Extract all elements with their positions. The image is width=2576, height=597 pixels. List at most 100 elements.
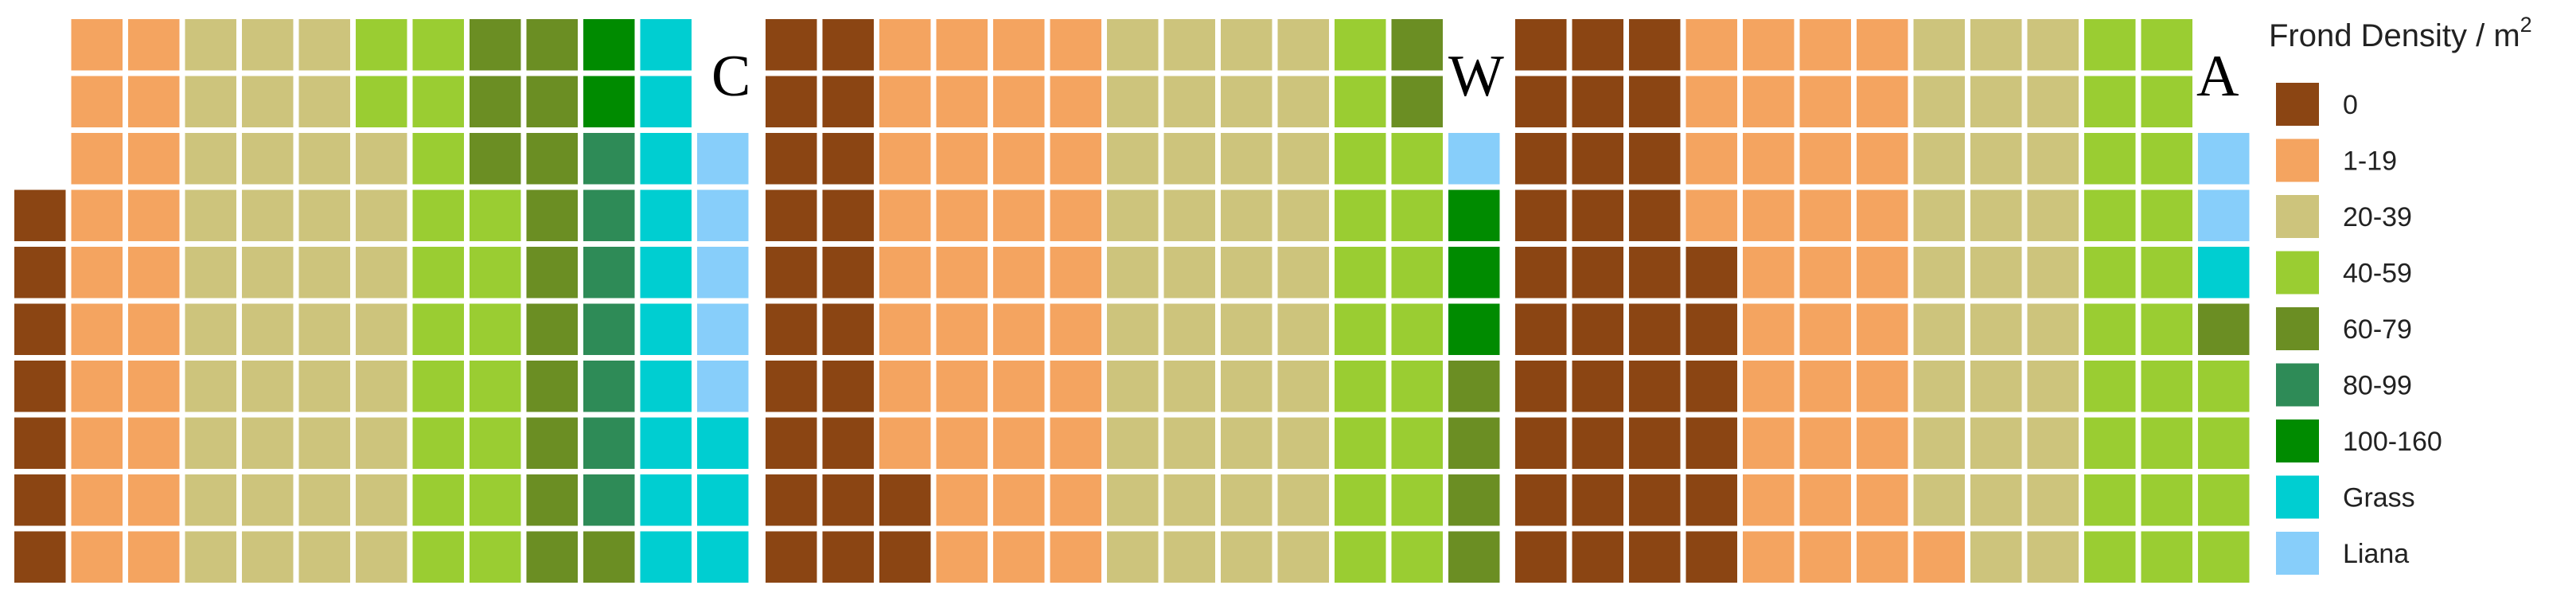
legend-label-liana: Liana <box>2343 539 2409 569</box>
waffle-cell <box>879 19 931 71</box>
waffle-cell <box>879 133 931 185</box>
waffle-cell <box>583 189 635 241</box>
waffle-cell <box>1970 361 2022 412</box>
waffle-cell <box>766 76 817 127</box>
waffle-cell <box>1572 76 1623 127</box>
waffle-cell <box>1050 189 1101 241</box>
waffle-cell <box>583 303 635 355</box>
waffle-cell <box>1277 531 1329 583</box>
waffle-cell <box>526 189 578 241</box>
waffle-cell <box>526 361 578 412</box>
waffle-cell <box>298 189 350 241</box>
waffle-cell <box>640 303 692 355</box>
waffle-cell <box>185 474 236 526</box>
waffle-cell <box>242 531 294 583</box>
waffle-cell <box>242 474 294 526</box>
waffle-cell <box>412 189 464 241</box>
waffle-cell <box>1277 474 1329 526</box>
waffle-cell <box>1391 133 1443 185</box>
waffle-cell <box>412 133 464 185</box>
waffle-cell <box>1163 189 1215 241</box>
waffle-cell <box>2027 303 2079 355</box>
waffle-cell <box>1799 303 1851 355</box>
waffle-cell <box>1163 133 1215 185</box>
waffle-cell <box>640 417 692 469</box>
legend-title-superscript: 2 <box>2520 13 2532 37</box>
waffle-cell <box>1335 531 1386 583</box>
waffle-cell <box>412 76 464 127</box>
waffle-cell <box>128 531 180 583</box>
waffle-cell <box>1448 303 1500 355</box>
waffle-cell <box>71 76 123 127</box>
waffle-cell <box>356 247 407 298</box>
waffle-cell <box>822 133 874 185</box>
waffle-cell <box>583 247 635 298</box>
legend-swatch-liana <box>2276 532 2319 575</box>
waffle-cell <box>1335 133 1386 185</box>
waffle-cell <box>1277 189 1329 241</box>
waffle-cell <box>766 361 817 412</box>
waffle-cell <box>1391 19 1443 71</box>
waffle-cell <box>2198 417 2250 469</box>
waffle-cell <box>697 303 749 355</box>
waffle-cell <box>2141 189 2192 241</box>
waffle-cell <box>128 303 180 355</box>
waffle-cell <box>1107 531 1159 583</box>
waffle-cell <box>879 247 931 298</box>
panel-label-A: A <box>2196 44 2239 109</box>
waffle-cell <box>2198 247 2250 298</box>
waffle-cell <box>1572 417 1623 469</box>
waffle-cell <box>697 247 749 298</box>
waffle-cell <box>1970 133 2022 185</box>
waffle-cell <box>1107 474 1159 526</box>
waffle-cell <box>1970 189 2022 241</box>
waffle-cell <box>1686 189 1737 241</box>
waffle-cell <box>71 531 123 583</box>
waffle-cell <box>1050 19 1101 71</box>
waffle-cell <box>1743 19 1795 71</box>
waffle-cell <box>71 19 123 71</box>
waffle-cell <box>1391 361 1443 412</box>
waffle-cell <box>185 19 236 71</box>
waffle-cell <box>993 474 1045 526</box>
waffle-cell <box>1913 133 1965 185</box>
waffle-cell <box>14 303 66 355</box>
waffle-cell <box>1163 19 1215 71</box>
waffle-cell <box>2027 76 2079 127</box>
waffle-cell <box>640 76 692 127</box>
waffle-cell <box>766 133 817 185</box>
waffle-cell <box>128 133 180 185</box>
waffle-cell <box>1857 19 1908 71</box>
waffle-cell <box>71 303 123 355</box>
waffle-cell <box>470 76 521 127</box>
waffle-cell <box>1743 247 1795 298</box>
waffle-cell <box>1448 247 1500 298</box>
waffle-cell <box>822 189 874 241</box>
waffle-cell <box>2027 531 2079 583</box>
waffle-cell <box>1857 76 1908 127</box>
waffle-cell <box>1629 189 1681 241</box>
waffle-cell <box>1857 531 1908 583</box>
waffle-cell <box>2084 133 2136 185</box>
waffle-cell <box>822 19 874 71</box>
waffle-cell <box>1050 417 1101 469</box>
waffle-cell <box>993 361 1045 412</box>
waffle-cell <box>1277 303 1329 355</box>
waffle-cell <box>412 303 464 355</box>
waffle-cell <box>583 133 635 185</box>
waffle-cell <box>640 361 692 412</box>
waffle-cell <box>1743 303 1795 355</box>
waffle-cell <box>936 247 988 298</box>
legend-label-1-19: 1-19 <box>2343 146 2397 177</box>
legend: Frond Density / m2 0 1-19 20-39 40-59 60-79 8… <box>2269 13 2532 575</box>
waffle-cell <box>879 189 931 241</box>
waffle-cell <box>1970 76 2022 127</box>
waffle-cell <box>1221 19 1272 71</box>
waffle-cell <box>2198 189 2250 241</box>
legend-swatch-grass <box>2276 475 2319 519</box>
waffle-cell <box>1335 417 1386 469</box>
waffle-cell <box>879 76 931 127</box>
waffle-cell <box>1107 417 1159 469</box>
waffle-cell <box>470 531 521 583</box>
waffle-cell <box>1799 189 1851 241</box>
